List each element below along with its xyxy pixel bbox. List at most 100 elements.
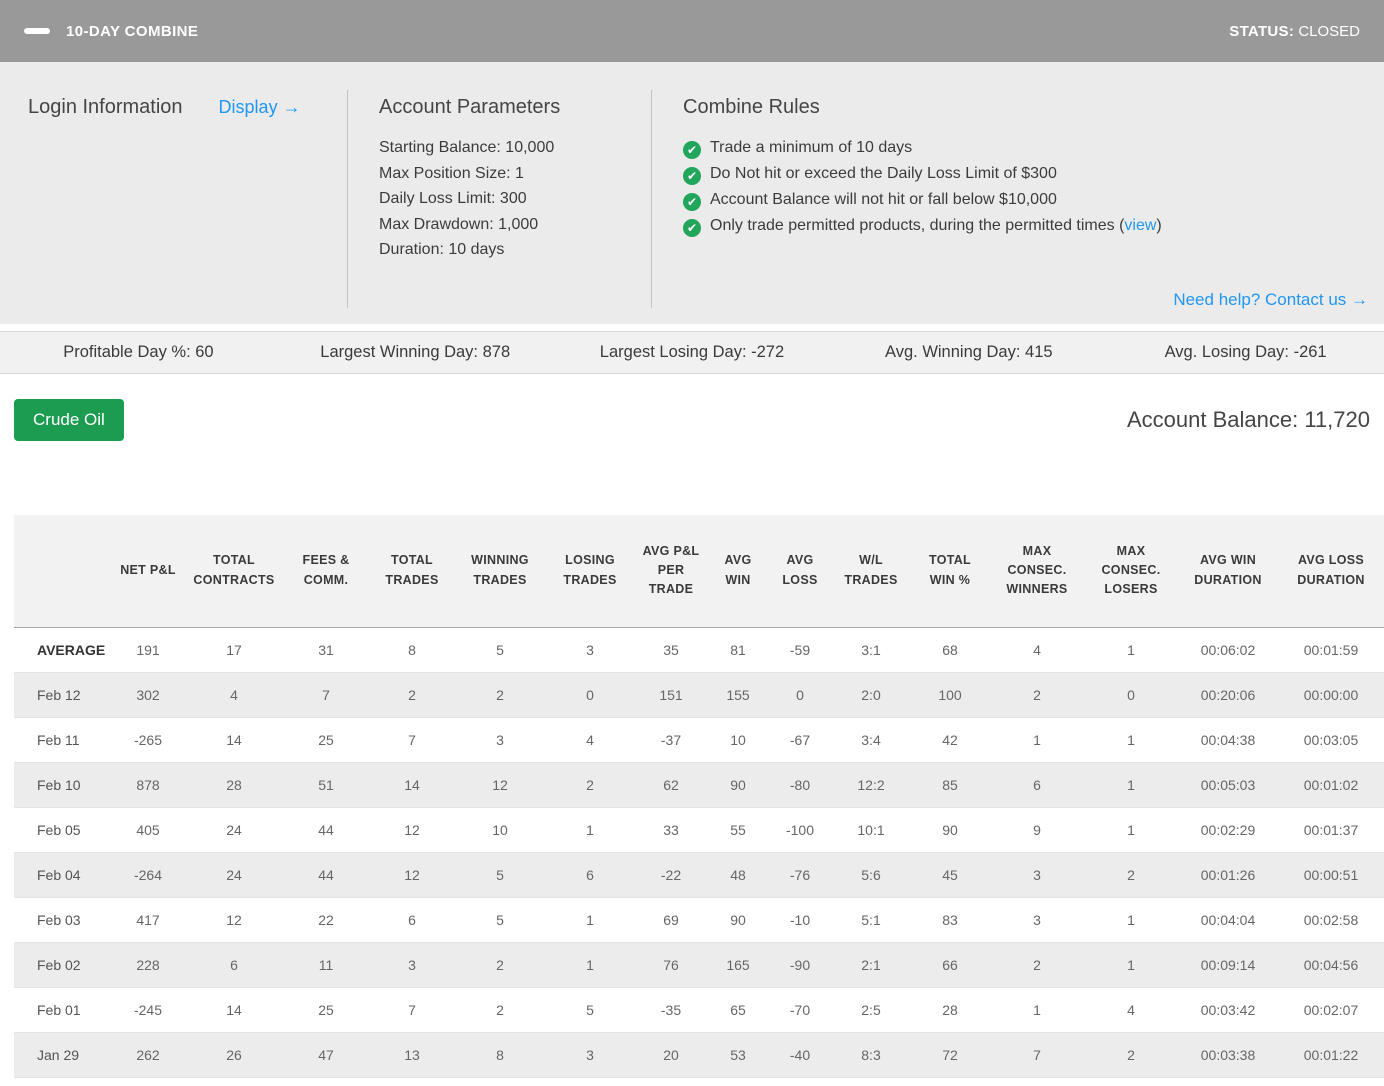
table-cell: 4 xyxy=(230,686,238,703)
table-cell: -265 xyxy=(133,731,163,748)
table-cell: -90 xyxy=(789,956,811,973)
table-row: Feb 11 -265 14 25 7 3 4 -37 10 -67 3:4 42 1 1 00:04:38… xyxy=(14,717,1384,762)
column-header: AVG LOSS DURATION xyxy=(1297,553,1365,587)
table-cell: -59 xyxy=(789,641,811,658)
column-header: MAX CONSEC. WINNERS xyxy=(1006,543,1068,597)
table-cell: 65 xyxy=(730,1001,746,1018)
table-cell: 155 xyxy=(726,686,750,703)
table-row: Jan 29 262 26 47 13 8 3 20 53 -40 8:3 72 7 2 00:03:38 0… xyxy=(14,1032,1384,1077)
table-cell: 2 xyxy=(408,686,416,703)
table-cell: 00:03:38 xyxy=(1200,1046,1256,1063)
table-cell: 10:1 xyxy=(857,821,885,838)
table-cell: 10 xyxy=(492,821,508,838)
account-balance-value: 11,720 xyxy=(1304,407,1370,432)
table-cell: 14 xyxy=(226,1001,242,1018)
daily-results-table: NET P&L TOTAL CONTRACTS FEES & COMM. TOTAL … xyxy=(14,515,1384,1078)
account-balance: Account Balance: 11,720 xyxy=(1127,407,1370,433)
table-cell: 42 xyxy=(942,731,958,748)
stats-bar: Profitable Day %: 60 Largest Winning Day:… xyxy=(0,331,1384,374)
table-cell: 7 xyxy=(408,1001,416,1018)
row-label: AVERAGE xyxy=(37,641,106,658)
column-header: TOTAL WIN % xyxy=(928,553,971,587)
info-section: Login Information Display → Account Para… xyxy=(0,62,1384,324)
table-cell: 81 xyxy=(730,641,746,658)
table-cell: 3:4 xyxy=(861,731,881,748)
table-cell: 13 xyxy=(404,1046,420,1063)
table-cell: 00:04:56 xyxy=(1303,956,1359,973)
table-cell: 3 xyxy=(1033,866,1041,883)
table-cell: 4 xyxy=(1127,1001,1135,1018)
table-cell: 878 xyxy=(136,776,160,793)
title-bar: 10-DAY COMBINE STATUS: CLOSED xyxy=(0,0,1384,62)
parameter-line: Starting Balance: 10,000 xyxy=(379,139,555,156)
table-cell: 4 xyxy=(1033,641,1041,658)
status-badge: STATUS: CLOSED xyxy=(1229,23,1360,40)
table-cell: 5 xyxy=(496,866,504,883)
display-link[interactable]: Display → xyxy=(218,97,301,117)
stat-item: Largest Losing Day: -272 xyxy=(599,343,785,361)
table-cell: 00:01:59 xyxy=(1303,641,1359,658)
table-cell: 28 xyxy=(942,1001,958,1018)
table-cell: 48 xyxy=(730,866,746,883)
table-cell: 53 xyxy=(730,1046,746,1063)
table-cell: 151 xyxy=(659,686,683,703)
table-cell: 00:01:26 xyxy=(1200,866,1256,883)
table-cell: 1 xyxy=(1033,1001,1041,1018)
stat-item: Avg. Losing Day: -261 xyxy=(1164,343,1327,361)
table-cell: 55 xyxy=(730,821,746,838)
table-cell: 0 xyxy=(586,686,594,703)
table-cell: -10 xyxy=(789,911,811,928)
table-cell: -37 xyxy=(660,731,682,748)
rule-text: Account Balance will not hit or fall bel… xyxy=(710,191,1057,208)
table-cell: 405 xyxy=(136,821,160,838)
table-row: Feb 03 417 12 22 6 5 1 69 90 -10 5:1 83 3 1 00:04:04 00… xyxy=(14,897,1384,942)
table-cell: 00:06:02 xyxy=(1200,641,1256,658)
table-cell: -100 xyxy=(785,821,815,838)
table-cell: 2 xyxy=(586,776,594,793)
account-parameters-panel: Account Parameters Starting Balance: 10,… xyxy=(347,90,651,308)
table-cell: 72 xyxy=(942,1046,958,1063)
table-cell: 1 xyxy=(586,911,594,928)
table-cell: 2 xyxy=(1033,686,1041,703)
status-value: CLOSED xyxy=(1298,22,1360,40)
check-icon: ✔ xyxy=(683,167,701,185)
table-cell: 262 xyxy=(136,1046,160,1063)
table-cell: 6 xyxy=(408,911,416,928)
combine-rule: ✔ Trade a minimum of 10 days xyxy=(683,135,1364,161)
table-cell: 1 xyxy=(1127,776,1135,793)
view-link[interactable]: view xyxy=(1124,217,1157,234)
table-cell: 2:1 xyxy=(861,956,881,973)
table-cell: 100 xyxy=(938,686,962,703)
table-cell: 3 xyxy=(586,641,594,658)
column-header: W/L TRADES xyxy=(844,553,898,587)
table-cell: 44 xyxy=(318,866,334,883)
account-balance-label: Account Balance: xyxy=(1126,407,1299,432)
rule-text: Trade a minimum of 10 days xyxy=(710,139,913,156)
collapse-icon[interactable] xyxy=(24,28,50,34)
table-cell: 25 xyxy=(318,731,334,748)
table-cell: 0 xyxy=(796,686,804,703)
table-cell: 14 xyxy=(226,731,242,748)
table-cell: 5 xyxy=(496,911,504,928)
table-row: AVERAGE 191 17 31 8 5 3 35 81 -59 3:1 68 4 1 00:06:02 0… xyxy=(14,627,1384,672)
table-cell: 35 xyxy=(663,641,679,658)
table-cell: 8:3 xyxy=(861,1046,881,1063)
check-icon: ✔ xyxy=(683,193,701,211)
combine-rules-list: ✔ Trade a minimum of 10 days ✔ Do Not hit o… xyxy=(683,135,1364,239)
table-body: AVERAGE 191 17 31 8 5 3 35 81 -59 3:1 68 4 1 00:06:02 0… xyxy=(14,627,1384,1077)
table-cell: 47 xyxy=(318,1046,334,1063)
table-cell: 3 xyxy=(408,956,416,973)
crude-oil-tab[interactable]: Crude Oil xyxy=(14,399,124,441)
table-cell: 7 xyxy=(322,686,330,703)
contact-us-link[interactable]: Need help? Contact us → xyxy=(1173,290,1368,309)
table-cell: -245 xyxy=(133,1001,163,1018)
table-cell: 00:20:06 xyxy=(1200,686,1256,703)
table-cell: -67 xyxy=(789,731,811,748)
row-label: Feb 10 xyxy=(37,776,81,793)
table-cell: -76 xyxy=(789,866,811,883)
table-cell: 00:02:29 xyxy=(1200,821,1256,838)
row-label: Feb 01 xyxy=(37,1001,81,1018)
table-cell: 45 xyxy=(942,866,958,883)
table-cell: 1 xyxy=(1127,641,1135,658)
column-header: AVG WIN DURATION xyxy=(1194,553,1262,587)
